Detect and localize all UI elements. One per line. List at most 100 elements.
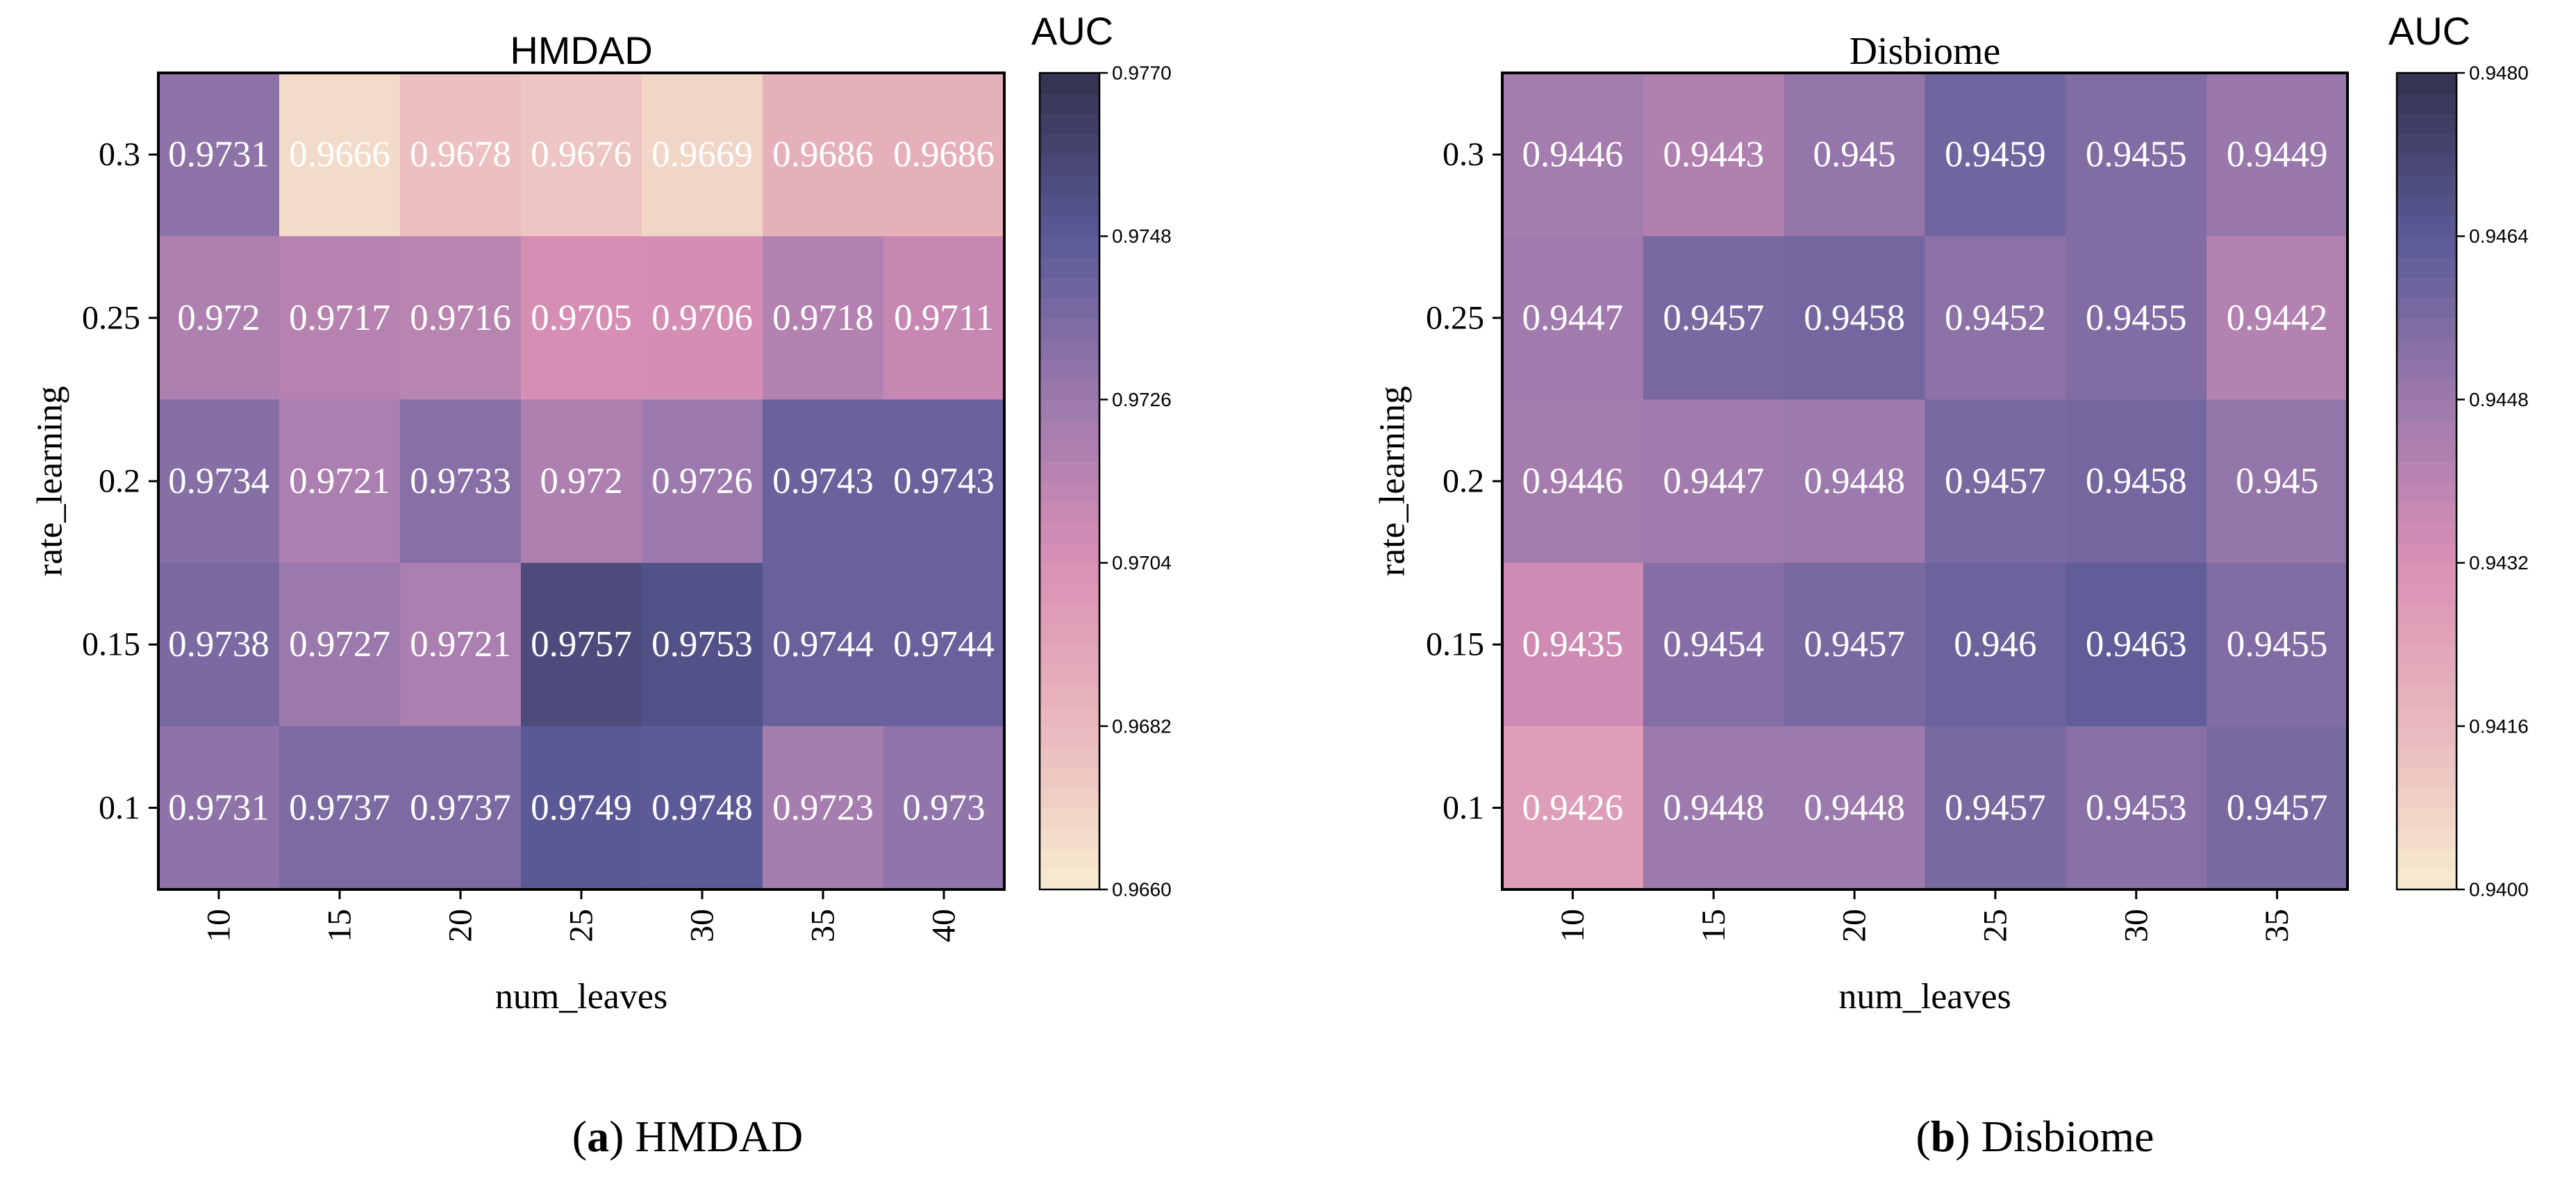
cell-value-label: 0.9457 [2227, 787, 2328, 828]
colorbar-segment [1040, 195, 1099, 217]
colorbar-tick-label: 0.9726 [1112, 389, 1172, 410]
colorbar-segment [2397, 624, 2457, 645]
colorbar-tick-label: 0.9448 [2469, 389, 2529, 410]
colorbar-segment [1040, 726, 1099, 747]
colorbar-segment [2397, 542, 2457, 564]
y-tick-label: 0.1 [99, 789, 140, 826]
heatmap-cell [1643, 236, 1785, 400]
heatmap-cell [883, 726, 1005, 890]
cell-value-label: 0.973 [902, 787, 985, 828]
colorbar-segment [1040, 297, 1099, 319]
heatmap-cell [279, 726, 401, 890]
heatmap-cell [521, 726, 642, 890]
heatmap-cell [521, 73, 642, 237]
caption-paren-close: ) [609, 1112, 624, 1161]
colorbar-segment [1040, 215, 1099, 237]
colorbar-segment [2397, 256, 2457, 278]
cell-value-label: 0.9448 [1804, 787, 1905, 828]
colorbar-frame [2395, 72, 2458, 891]
colorbar-segment [2397, 215, 2457, 237]
cell-value-label: 0.9717 [289, 298, 390, 338]
y-tick-label: 0.25 [1426, 299, 1484, 336]
colorbar-segment [1040, 603, 1099, 625]
cell-value-label: 0.9669 [651, 135, 753, 175]
cell-value-label: 0.9447 [1522, 298, 1624, 338]
heatmap-cell [158, 236, 280, 400]
colorbar-segment [1040, 644, 1099, 666]
colorbar-segment [2397, 277, 2457, 299]
heatmap-cell [1925, 562, 2066, 727]
colorbar-tick-label: 0.9704 [1112, 552, 1172, 574]
cell-value-label: 0.9731 [168, 787, 269, 828]
heatmap-cell [883, 73, 1005, 237]
colorbar-tick-label: 0.9660 [1112, 879, 1172, 901]
cell-value-label: 0.9678 [410, 135, 511, 175]
colorbar-segment [2397, 134, 2457, 156]
heatmap-cell [1502, 73, 1644, 237]
heatmap-cell [2207, 399, 2348, 564]
cell-value-label: 0.9718 [772, 298, 874, 338]
caption-text: HMDAD [624, 1112, 803, 1161]
heatmap-cell [1925, 236, 2066, 400]
heatmap-cell [1925, 726, 2066, 890]
cell-value-label: 0.9455 [2086, 135, 2187, 175]
colorbar-segment [2397, 521, 2457, 543]
colorbar-frame [1038, 72, 1101, 891]
x-tick-label: 20 [1836, 909, 1873, 942]
heatmap-cell [763, 236, 884, 400]
colorbar-segment [1040, 154, 1099, 176]
cell-value-label: 0.9449 [2227, 135, 2328, 175]
heatmap-cell [2066, 562, 2207, 727]
cell-value-label: 0.9706 [651, 298, 753, 338]
colorbar-segment [2397, 746, 2457, 768]
colorbar-segment [1040, 664, 1099, 686]
colorbar-tick-label: 0.9748 [1112, 226, 1172, 247]
heatmap-cell [763, 726, 884, 890]
y-axis-label: rate_learning [31, 386, 70, 576]
cell-value-label: 0.9446 [1522, 461, 1624, 501]
cell-value-label: 0.9686 [893, 135, 995, 175]
cell-value-label: 0.9455 [2227, 624, 2328, 664]
heatmap-cell [2066, 399, 2207, 564]
heatmap-cell [158, 399, 280, 564]
heatmap-cell [1643, 399, 1785, 564]
colorbar-tick-label: 0.9682 [1112, 715, 1172, 737]
y-tick-label: 0.15 [82, 626, 140, 663]
cell-value-label: 0.9442 [2227, 298, 2328, 338]
heatmap-cell [642, 399, 763, 564]
y-tick-label: 0.3 [1443, 136, 1484, 173]
x-axis-label: num_leaves [1838, 977, 2011, 1017]
cell-value-label: 0.9753 [651, 624, 753, 664]
heatmap-cell [763, 562, 884, 727]
cell-value-label: 0.9727 [289, 624, 390, 664]
colorbar-segment [1040, 705, 1099, 727]
cell-value-label: 0.9443 [1663, 135, 1764, 175]
colorbar-segment [2397, 603, 2457, 625]
heatmap-cell [2207, 73, 2348, 237]
panel-caption: (a) HMDAD [572, 1112, 803, 1161]
cell-value-label: 0.9435 [1522, 624, 1624, 664]
colorbar-segment [2397, 358, 2457, 380]
colorbar-segment [1040, 848, 1099, 870]
x-tick-label: 15 [322, 909, 358, 942]
colorbar-tick-label: 0.9416 [2469, 715, 2529, 737]
cell-value-label: 0.9458 [1804, 298, 1905, 338]
cell-value-label: 0.9457 [1804, 624, 1905, 664]
colorbar-tick-label: 0.9770 [1112, 62, 1172, 84]
colorbar-segment [1040, 440, 1099, 462]
cell-value-label: 0.9463 [2086, 624, 2187, 664]
colorbar-tick-label: 0.9400 [2469, 879, 2529, 901]
x-tick-label: 35 [805, 909, 842, 942]
cell-value-label: 0.9721 [289, 461, 390, 501]
heatmap-panel-hmdad: 0.9731 0.9666 0.9678 0.9676 0.9669 0.9686 0.96… [31, 9, 1172, 1161]
colorbar-segment [1040, 481, 1099, 503]
heatmap-cell [1784, 399, 1926, 564]
colorbar-segment [2397, 399, 2457, 421]
caption-paren-open: ( [1916, 1112, 1930, 1161]
colorbar-segment [2397, 419, 2457, 441]
colorbar-segment [1040, 460, 1099, 482]
colorbar-segment [2397, 113, 2457, 135]
colorbar-segment [2397, 73, 2457, 94]
colorbar-segment [2397, 460, 2457, 482]
